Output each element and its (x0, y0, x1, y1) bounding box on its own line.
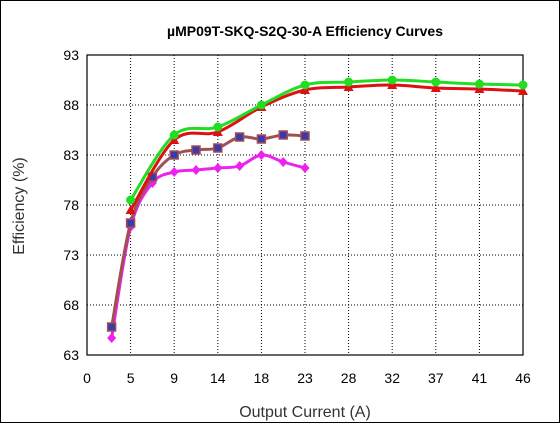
data-point (300, 131, 310, 141)
data-point (234, 132, 245, 142)
x-tick-label: 9 (170, 370, 178, 386)
data-point (518, 80, 528, 90)
data-point (125, 205, 136, 214)
data-point (518, 86, 528, 95)
data-point (278, 130, 288, 140)
series-4 (107, 150, 310, 343)
series-3 (106, 130, 310, 332)
data-point (106, 322, 117, 332)
chart-title: µMP09T-SKQ-S2Q-30-A Efficiency Curves (167, 23, 443, 39)
series-line (110, 133, 307, 329)
series-line (129, 83, 525, 212)
x-tick-label: 46 (515, 370, 531, 386)
series-2 (125, 80, 528, 214)
data-point (126, 195, 136, 205)
x-tick-label: 32 (384, 370, 400, 386)
x-tick-label: 14 (210, 370, 226, 386)
data-point (431, 77, 441, 87)
data-point (256, 134, 267, 144)
x-tick-label: 0 (83, 370, 91, 386)
data-point (213, 143, 223, 153)
data-point (256, 150, 266, 160)
y-tick-label: 68 (63, 297, 79, 313)
x-tick-label: 28 (341, 370, 357, 386)
y-tick-label: 78 (63, 197, 79, 213)
x-axis-label: Output Current (A) (239, 404, 371, 421)
data-point (107, 333, 117, 343)
data-point (169, 130, 179, 140)
plot-border (86, 54, 524, 356)
y-tick-label: 73 (63, 247, 79, 263)
series-line (129, 78, 525, 202)
data-point (387, 75, 397, 85)
data-point (235, 161, 245, 171)
y-tick-label: 88 (63, 97, 79, 113)
data-point (213, 163, 223, 173)
data-point (430, 83, 441, 92)
data-point (474, 79, 484, 89)
plot-area: 93 88 83 78 73 68 630 5 9 14 18 23 28 32 37 41 46 (63, 47, 531, 386)
data-point (344, 77, 354, 87)
x-tick-label: 37 (428, 370, 444, 386)
data-point (191, 165, 201, 175)
data-point (213, 122, 223, 132)
data-point (300, 80, 310, 90)
data-point (169, 167, 179, 177)
data-point (300, 163, 310, 173)
x-tick-label: 23 (297, 370, 313, 386)
y-tick-label: 93 (63, 47, 79, 63)
y-axis-label: Efficiency (%) (11, 157, 28, 255)
y-tick-label: 63 (63, 347, 79, 363)
data-point (169, 150, 179, 160)
x-tick-label: 18 (254, 370, 270, 386)
x-tick-label: 41 (472, 370, 488, 386)
data-point (256, 100, 266, 110)
y-tick-label: 83 (63, 147, 79, 163)
data-point (191, 145, 201, 155)
data-point (278, 157, 288, 167)
data-point (125, 218, 136, 228)
series-1 (126, 75, 528, 205)
x-tick-label: 5 (127, 370, 135, 386)
